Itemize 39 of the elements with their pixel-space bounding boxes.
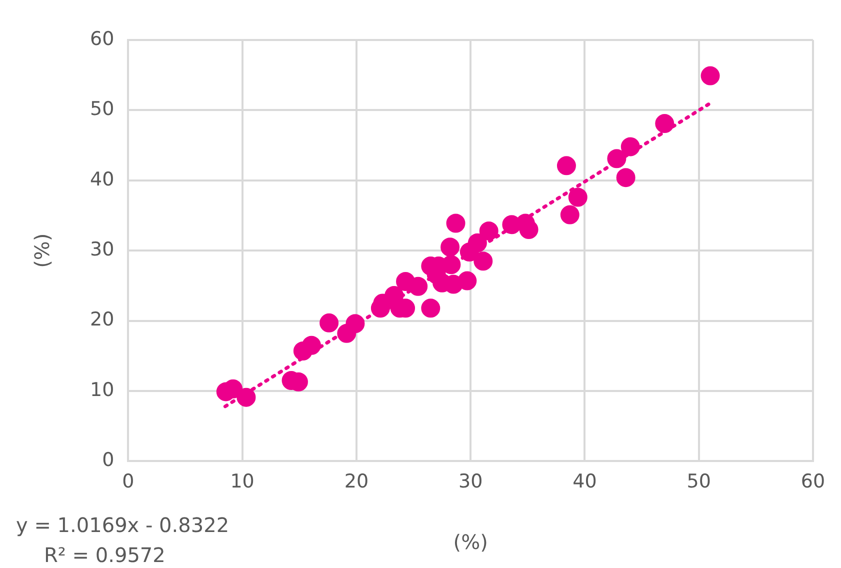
point: [421, 298, 440, 318]
x-tick-label: 60: [800, 470, 826, 493]
text: R² = 0.9572: [44, 543, 166, 567]
y-tick-label: 0: [102, 449, 114, 472]
x-tick-label: 40: [572, 470, 597, 493]
point: [320, 313, 339, 332]
point: [556, 156, 576, 176]
point: [446, 214, 466, 233]
point: [474, 252, 493, 271]
point: [700, 66, 720, 86]
text: y = 1.0169x - 0.8322: [16, 513, 230, 537]
point: [655, 114, 674, 134]
point: [458, 271, 477, 290]
x-tick-label: 20: [344, 470, 369, 493]
x-tick-label: 0: [122, 470, 134, 493]
y-tick-label: 30: [90, 238, 114, 261]
point: [568, 188, 588, 207]
point: [479, 221, 498, 240]
y-tick-label: 60: [90, 28, 114, 50]
x-tick-label: 30: [458, 470, 483, 493]
point: [519, 220, 538, 240]
x-tick-label: 50: [686, 470, 711, 493]
y-tick-label: 40: [90, 168, 114, 190]
x-tick-label: 10: [230, 470, 254, 493]
point: [236, 388, 256, 407]
point: [560, 205, 580, 224]
point: [440, 238, 460, 257]
y-tick-label: 10: [90, 378, 114, 401]
point: [346, 314, 365, 334]
x-axis-title: (%): [453, 530, 488, 554]
point: [468, 233, 487, 252]
point: [616, 168, 636, 188]
y-axis-title: (%): [30, 233, 54, 268]
point: [607, 149, 626, 168]
y-tick-label: 20: [90, 308, 114, 331]
y-tick-label: 50: [90, 98, 114, 120]
point: [408, 276, 428, 296]
point: [620, 137, 640, 156]
point: [302, 336, 321, 355]
